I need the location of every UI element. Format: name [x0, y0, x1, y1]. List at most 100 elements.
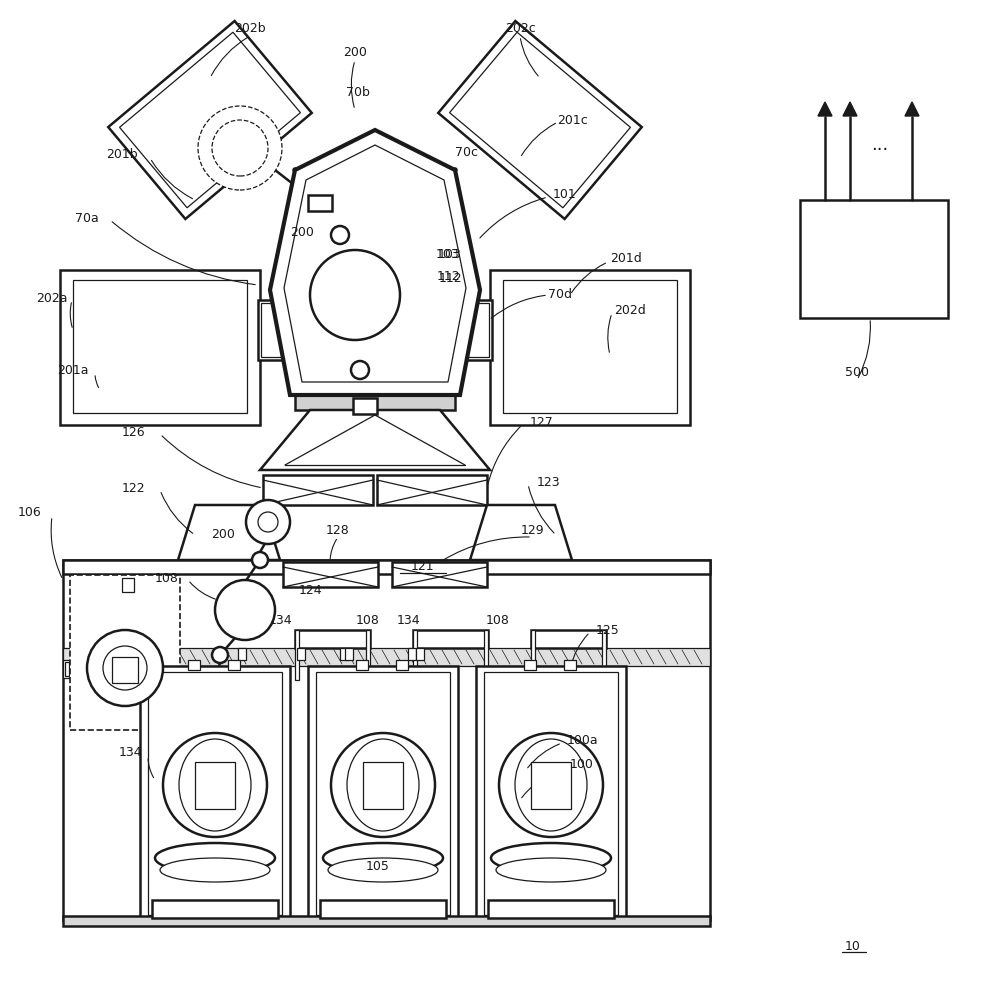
Bar — [340, 648, 348, 660]
Text: 121: 121 — [410, 559, 434, 573]
Polygon shape — [470, 505, 572, 560]
Polygon shape — [260, 410, 490, 470]
Bar — [800, 200, 948, 318]
Bar — [63, 560, 710, 920]
Circle shape — [212, 120, 268, 176]
Circle shape — [212, 647, 228, 663]
Text: 108: 108 — [356, 614, 380, 628]
Text: 125: 125 — [596, 624, 620, 637]
Bar — [488, 900, 614, 918]
Polygon shape — [108, 21, 312, 219]
Ellipse shape — [160, 858, 270, 882]
Text: 200: 200 — [343, 45, 367, 59]
Polygon shape — [178, 505, 280, 560]
Circle shape — [246, 500, 290, 544]
Bar — [283, 562, 378, 587]
Bar — [63, 660, 71, 678]
Polygon shape — [843, 102, 857, 116]
Text: 200: 200 — [211, 529, 235, 542]
Text: 70d: 70d — [548, 288, 572, 301]
Bar — [416, 648, 424, 660]
Text: 10: 10 — [845, 940, 861, 953]
Text: 127: 127 — [530, 416, 554, 429]
Bar — [392, 562, 487, 587]
Polygon shape — [316, 672, 450, 915]
Text: 124: 124 — [298, 585, 322, 597]
Text: 122: 122 — [121, 482, 145, 494]
Polygon shape — [140, 666, 290, 920]
Bar — [63, 648, 710, 666]
Bar — [295, 630, 370, 648]
Text: 134: 134 — [396, 614, 420, 628]
Bar — [531, 630, 535, 680]
Bar — [195, 762, 235, 809]
Text: 129: 129 — [520, 524, 544, 537]
Text: 105: 105 — [366, 860, 390, 873]
Text: 123: 123 — [536, 476, 560, 489]
Ellipse shape — [328, 858, 438, 882]
Bar — [320, 900, 446, 918]
Polygon shape — [450, 32, 630, 208]
Bar — [70, 575, 180, 730]
Bar — [531, 762, 571, 809]
Text: 108: 108 — [486, 614, 510, 628]
Bar — [413, 630, 417, 680]
Bar — [152, 900, 278, 918]
Circle shape — [215, 580, 275, 640]
Bar — [238, 648, 246, 660]
Text: 112: 112 — [436, 270, 460, 283]
Text: 500: 500 — [845, 367, 869, 380]
Text: 70b: 70b — [346, 85, 370, 98]
Text: 201c: 201c — [558, 114, 588, 127]
Bar — [73, 280, 247, 413]
Bar — [258, 300, 295, 360]
Text: 70c: 70c — [454, 145, 478, 159]
Text: 200: 200 — [290, 226, 314, 238]
Bar — [356, 660, 368, 670]
Bar — [366, 630, 370, 680]
Text: 126: 126 — [121, 426, 145, 439]
Bar — [377, 475, 487, 505]
Polygon shape — [438, 21, 642, 219]
Bar — [503, 280, 677, 413]
Bar — [408, 648, 416, 660]
Bar — [295, 630, 299, 680]
Circle shape — [310, 250, 400, 340]
Text: 106: 106 — [18, 506, 42, 520]
Polygon shape — [308, 666, 458, 920]
Bar — [345, 648, 353, 660]
Circle shape — [103, 646, 147, 690]
Bar — [564, 660, 576, 670]
Text: 202a: 202a — [36, 291, 68, 304]
Polygon shape — [270, 130, 480, 395]
Text: 103: 103 — [436, 247, 460, 261]
Text: 103: 103 — [438, 248, 462, 262]
Circle shape — [499, 733, 603, 837]
Circle shape — [252, 552, 268, 568]
Bar — [63, 916, 710, 926]
Text: 201b: 201b — [106, 148, 138, 162]
Circle shape — [331, 226, 349, 244]
Bar — [531, 630, 606, 648]
Polygon shape — [284, 145, 466, 382]
Ellipse shape — [515, 739, 587, 831]
Ellipse shape — [491, 843, 611, 873]
Bar — [490, 270, 690, 425]
Circle shape — [258, 512, 278, 532]
Bar — [122, 578, 134, 592]
Bar — [228, 660, 240, 670]
Bar — [60, 270, 260, 425]
Ellipse shape — [347, 739, 419, 831]
Text: 128: 128 — [326, 524, 350, 537]
Bar — [295, 395, 455, 410]
Bar — [188, 660, 200, 670]
Text: 202d: 202d — [614, 303, 646, 317]
Text: 112: 112 — [438, 272, 462, 284]
Bar — [308, 195, 332, 211]
Bar — [63, 560, 710, 574]
Polygon shape — [818, 102, 832, 116]
Text: 100a: 100a — [566, 734, 598, 747]
Text: 202c: 202c — [505, 22, 535, 34]
Polygon shape — [120, 32, 300, 208]
Bar — [602, 630, 606, 680]
